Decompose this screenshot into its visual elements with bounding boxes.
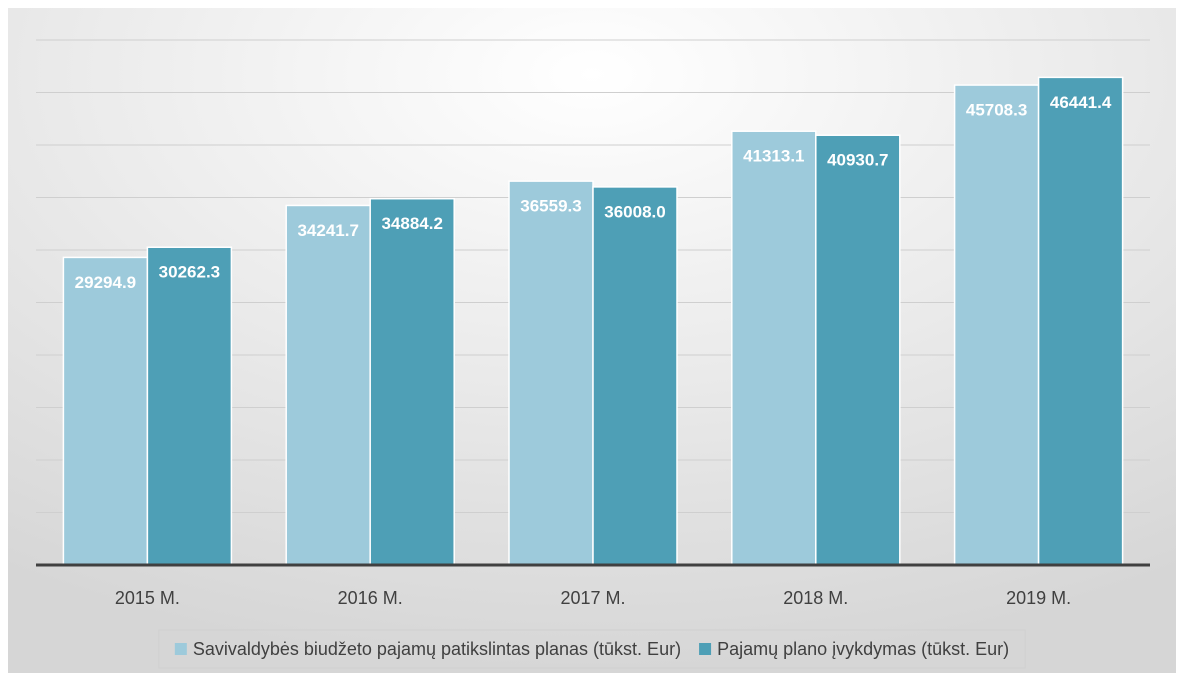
x-tick-label: 2015 M. <box>115 588 180 608</box>
data-label: 30262.3 <box>159 263 220 282</box>
legend-label: Pajamų plano įvykdymas (tūkst. Eur) <box>717 639 1009 659</box>
bar <box>146 246 233 566</box>
bar <box>369 197 455 566</box>
data-label: 36559.3 <box>520 197 581 216</box>
data-label: 29294.9 <box>75 273 136 292</box>
legend-swatch <box>174 643 187 655</box>
bar <box>731 130 817 566</box>
data-label: 34241.7 <box>297 221 358 240</box>
data-label: 41313.1 <box>743 147 804 166</box>
data-label: 46441.4 <box>1050 93 1112 112</box>
x-tick-label: 2019 M. <box>1006 588 1071 608</box>
bar <box>62 256 149 566</box>
data-label: 45708.3 <box>966 101 1027 120</box>
x-tick-label: 2018 M. <box>783 588 848 608</box>
bar <box>953 84 1040 566</box>
bar <box>508 180 594 566</box>
x-tick-label: 2017 M. <box>560 588 625 608</box>
x-tick-label: 2016 M. <box>338 588 403 608</box>
data-label: 36008.0 <box>604 202 665 221</box>
data-label: 40930.7 <box>827 151 888 170</box>
data-label: 34884.2 <box>381 214 442 233</box>
bar <box>815 134 901 566</box>
legend-swatch <box>699 643 712 655</box>
legend-box <box>158 629 1026 669</box>
bar <box>592 186 678 566</box>
bar <box>1037 76 1124 566</box>
bar <box>285 204 371 566</box>
legend-label: Savivaldybės biudžeto pajamų patikslinta… <box>193 639 681 659</box>
